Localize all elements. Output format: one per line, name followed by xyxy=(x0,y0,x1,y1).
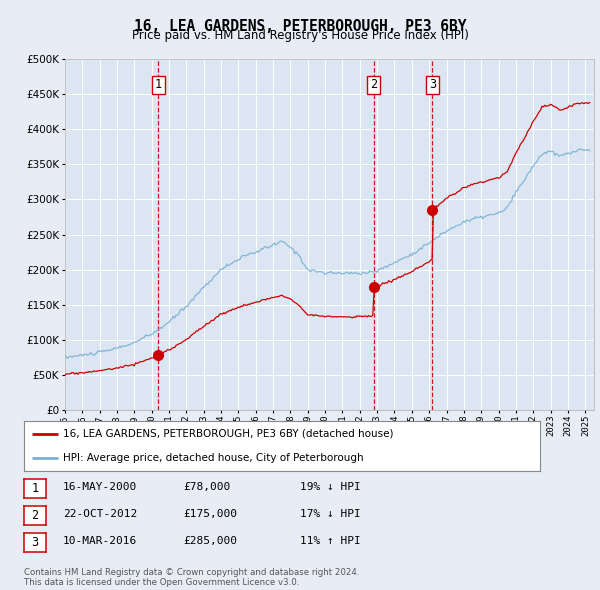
Text: £78,000: £78,000 xyxy=(183,482,230,492)
Text: 16, LEA GARDENS, PETERBOROUGH, PE3 6BY: 16, LEA GARDENS, PETERBOROUGH, PE3 6BY xyxy=(134,19,466,34)
Text: £285,000: £285,000 xyxy=(183,536,237,546)
Text: Price paid vs. HM Land Registry's House Price Index (HPI): Price paid vs. HM Land Registry's House … xyxy=(131,30,469,42)
Text: 16-MAY-2000: 16-MAY-2000 xyxy=(63,482,137,492)
Text: 2: 2 xyxy=(370,78,377,91)
Text: 1: 1 xyxy=(31,482,38,495)
Text: 10-MAR-2016: 10-MAR-2016 xyxy=(63,536,137,546)
Text: £175,000: £175,000 xyxy=(183,509,237,519)
Text: 3: 3 xyxy=(31,536,38,549)
Text: 19% ↓ HPI: 19% ↓ HPI xyxy=(300,482,361,492)
Text: 16, LEA GARDENS, PETERBOROUGH, PE3 6BY (detached house): 16, LEA GARDENS, PETERBOROUGH, PE3 6BY (… xyxy=(62,429,393,439)
Text: 1: 1 xyxy=(155,78,162,91)
Text: 3: 3 xyxy=(429,78,436,91)
Text: 11% ↑ HPI: 11% ↑ HPI xyxy=(300,536,361,546)
Text: 2: 2 xyxy=(31,509,38,522)
Text: HPI: Average price, detached house, City of Peterborough: HPI: Average price, detached house, City… xyxy=(62,453,364,463)
Text: 22-OCT-2012: 22-OCT-2012 xyxy=(63,509,137,519)
Text: Contains HM Land Registry data © Crown copyright and database right 2024.
This d: Contains HM Land Registry data © Crown c… xyxy=(24,568,359,587)
Text: 17% ↓ HPI: 17% ↓ HPI xyxy=(300,509,361,519)
